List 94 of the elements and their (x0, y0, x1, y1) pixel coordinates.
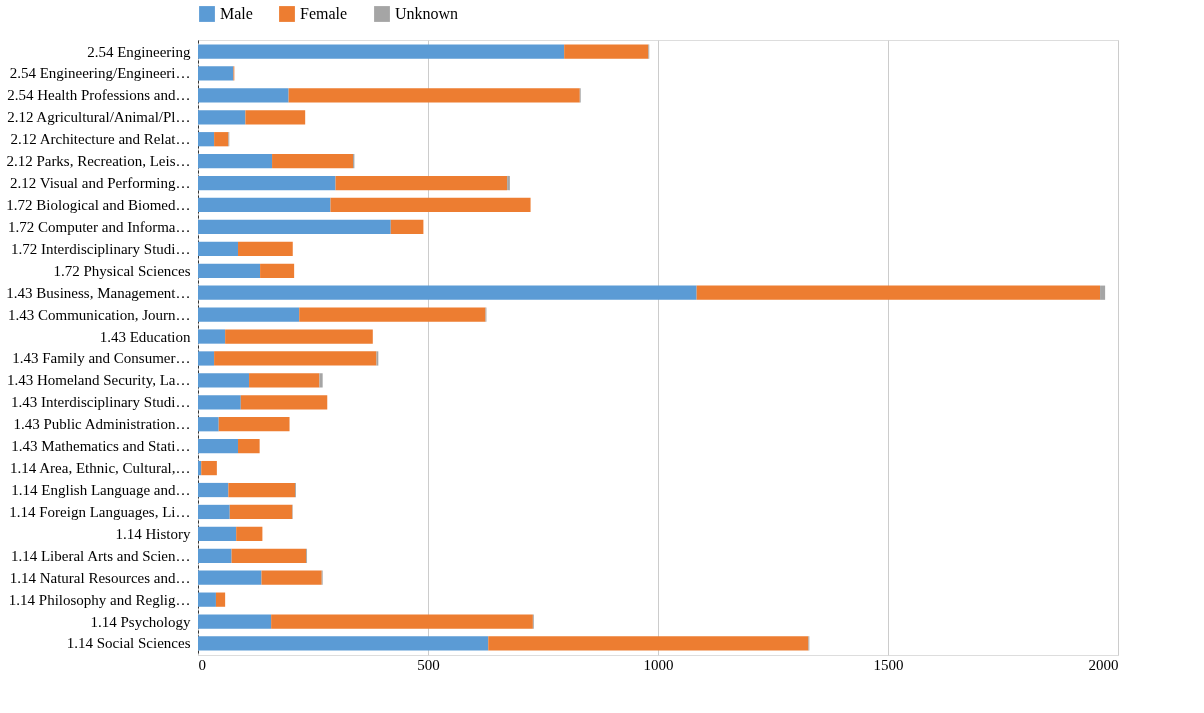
y-tick-label: 1.14 History (115, 525, 191, 542)
bar (229, 504, 293, 520)
y-tick-label: 1.14 Social Sciences (66, 635, 191, 652)
bar (271, 614, 533, 629)
y-tick-label: 2.12 Parks, Recreation, Leis… (6, 153, 191, 170)
y-tick-label: 1.43 Mathematics and Stati… (11, 438, 191, 455)
bar (201, 460, 217, 476)
y-tick-label: 2.12 Visual and Performing… (10, 175, 191, 192)
bar (198, 592, 216, 607)
bar (249, 373, 320, 388)
bar (198, 241, 239, 256)
y-tick-label: 2.54 Engineering/Engineeri… (9, 65, 191, 82)
bar (198, 44, 565, 59)
y-tick-label: 2.12 Agricultural/Animal/Pl… (7, 109, 191, 126)
y-tick-label: 1.43 Communication, Journ… (8, 306, 191, 323)
bar (507, 175, 510, 191)
bar (198, 88, 289, 103)
bar (198, 504, 230, 520)
y-tick-label: 1.14 Liberal Arts and Scien… (10, 547, 191, 564)
bar (198, 329, 226, 344)
bar (319, 373, 323, 388)
bar (390, 219, 424, 235)
bar (198, 395, 241, 410)
bar (198, 154, 273, 169)
bar (288, 88, 580, 103)
bar (218, 417, 290, 432)
bar (198, 570, 262, 585)
bar (198, 307, 300, 322)
bar (198, 285, 697, 300)
y-tick-label: 2.54 Engineering (87, 43, 191, 60)
bar (228, 482, 296, 498)
y-tick-label: 1.72 Biological and Biomed… (6, 196, 191, 213)
bar (236, 526, 263, 541)
bar (198, 132, 215, 147)
bar (1100, 285, 1106, 300)
y-tick-label: 2.12 Architecture and Relat… (10, 131, 191, 148)
bar (260, 263, 295, 278)
bar (231, 548, 307, 563)
bar (198, 66, 234, 81)
y-tick-label: 1.14 Area, Ethnic, Cultural,… (10, 460, 191, 477)
bar (488, 636, 809, 651)
bar (198, 526, 237, 541)
bar (335, 175, 508, 191)
y-tick-label: 1.14 English Language and… (11, 482, 191, 499)
bar (240, 395, 328, 410)
bar (198, 110, 246, 125)
bar (198, 460, 202, 476)
bar (198, 636, 489, 651)
bar (245, 110, 306, 125)
bar (330, 197, 531, 213)
y-tick-label: 1.43 Homeland Security, La… (6, 372, 191, 389)
bar (214, 132, 229, 147)
y-tick-label: 2.54 Health Professions and… (7, 87, 191, 104)
bar (198, 439, 239, 454)
x-tick-label: 1000 (643, 656, 674, 673)
bar (198, 197, 331, 213)
bar (215, 592, 226, 607)
bar (198, 417, 219, 432)
bar (272, 154, 354, 169)
y-tick-label: 1.43 Interdisciplinary Studi… (10, 394, 191, 411)
bar (696, 285, 1101, 300)
legend-label: Female (300, 5, 348, 22)
bar (238, 241, 293, 256)
y-tick-label: 1.43 Family and Consumer… (12, 350, 191, 367)
y-tick-label: 1.43 Public Administration… (13, 416, 191, 433)
bar (198, 219, 391, 235)
bar (198, 614, 272, 629)
bar (299, 307, 486, 322)
bar (214, 351, 377, 366)
bar (198, 263, 261, 278)
bar (225, 329, 373, 344)
y-tick-label: 1.14 Psychology (90, 613, 191, 630)
y-tick-label: 1.72 Computer and Informa… (8, 218, 191, 235)
y-tick-label: 1.43 Education (99, 328, 191, 345)
y-tick-label: 1.14 Foreign Languages, Li… (9, 503, 191, 520)
y-tick-label: 1.72 Interdisciplinary Studi… (10, 240, 191, 257)
bar (198, 548, 232, 563)
x-tick-label: 0 (198, 656, 206, 673)
y-tick-label: 1.72 Physical Sciences (53, 262, 191, 279)
bar (198, 482, 229, 498)
bar (198, 351, 215, 366)
legend-label: Male (220, 5, 253, 22)
x-tick-label: 500 (417, 656, 440, 673)
bar (238, 439, 260, 454)
legend-label: Unknown (395, 5, 459, 22)
y-tick-label: 1.43 Business, Management… (6, 284, 191, 301)
bar (198, 175, 336, 191)
bar (198, 373, 250, 388)
y-tick-label: 1.14 Natural Resources and… (9, 569, 191, 586)
x-tick-label: 1500 (873, 656, 904, 673)
x-tick-label: 2000 (1088, 656, 1119, 673)
bar (564, 44, 649, 59)
y-tick-label: 1.14 Philosophy and Reglig… (8, 591, 191, 608)
bar (261, 570, 322, 585)
